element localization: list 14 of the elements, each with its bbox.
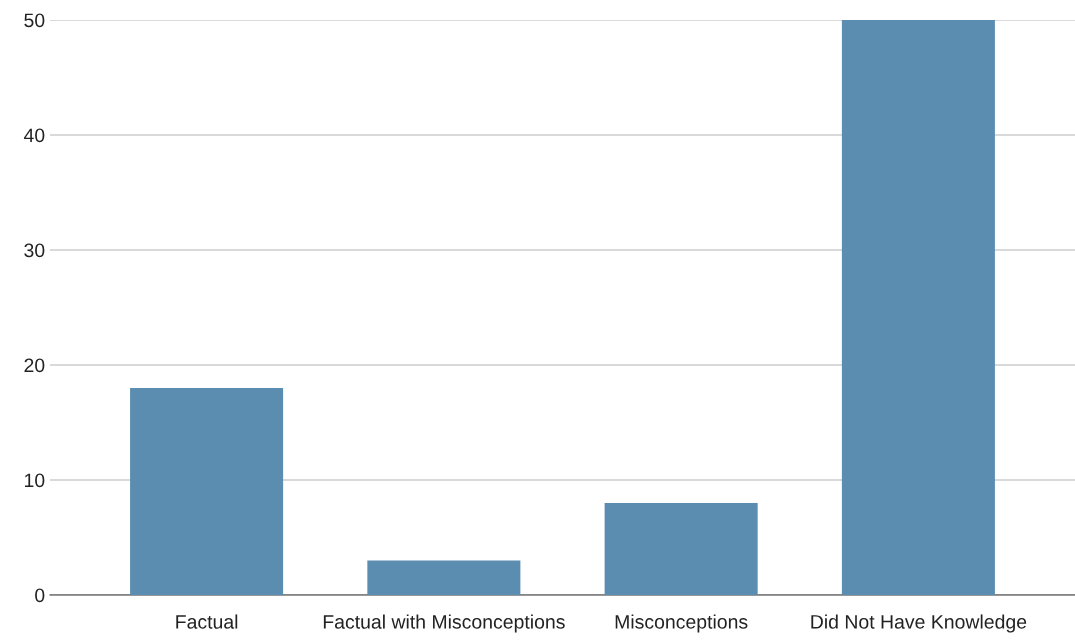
y-tick-label: 10 [25,473,45,488]
y-tick-label: 30 [24,243,45,258]
x-tick-label: Did Not Have Knowledge [811,614,1027,633]
y-tick-label: 20 [24,358,45,373]
bar [367,560,521,595]
x-tick-label: Misconceptions [615,614,748,633]
x-tick-label: Factual [176,614,238,629]
x-tick-label: Factual with Misconceptions [323,614,565,633]
bar [841,20,995,595]
bar [604,503,758,595]
y-tick-label: 0 [35,588,45,603]
y-tick-label: 50 [24,13,45,28]
y-tick-label: 40 [23,128,45,143]
bar [130,388,284,595]
